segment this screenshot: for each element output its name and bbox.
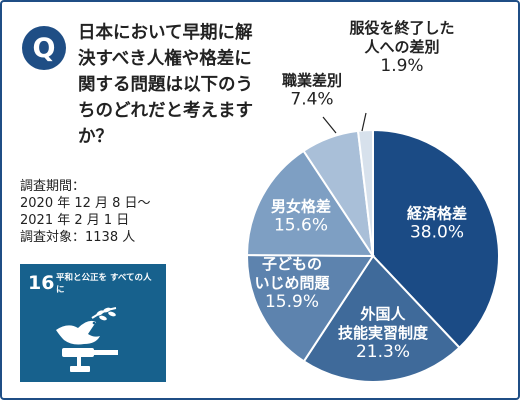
survey-period-start: 2020 年 12 月 8 日〜 bbox=[20, 196, 151, 211]
survey-info: 調査期間： 2020 年 12 月 8 日〜 2021 年 2 月 1 日 調査… bbox=[20, 178, 220, 246]
pie-slice bbox=[302, 254, 461, 383]
slice-value: 7.4% bbox=[290, 90, 333, 110]
slice-value: 15.9% bbox=[265, 292, 319, 312]
slice-value: 38.0% bbox=[410, 223, 464, 243]
slice-label: 職業差別 7.4% bbox=[282, 72, 342, 110]
dove-gavel-icon bbox=[56, 307, 118, 372]
slice-name: いじめ問題 bbox=[254, 274, 330, 292]
slice-name: 外国人 bbox=[359, 305, 406, 323]
sdg16-logo: 16 平和と公正を すべての人に bbox=[20, 264, 166, 382]
survey-period-end: 2021 年 2 月 1 日 bbox=[20, 213, 130, 228]
slice-name: 男女格差 bbox=[271, 198, 331, 216]
slice-label: 子どものいじめ問題 15.9% bbox=[254, 255, 330, 312]
slice-label: 経済格差 38.0% bbox=[407, 205, 467, 243]
slice-value: 15.6% bbox=[274, 216, 328, 236]
survey-target: 調査対象：1138 人 bbox=[20, 230, 136, 245]
slice-name: 技能実習制度 bbox=[338, 324, 429, 342]
question-badge: Q bbox=[22, 26, 66, 70]
slice-value: 21.3% bbox=[356, 342, 410, 362]
slice-value: 1.9% bbox=[380, 56, 423, 76]
sdg-number: 16 bbox=[28, 272, 55, 294]
pie-slice bbox=[245, 149, 375, 258]
slice-name: 人への差別 bbox=[364, 38, 439, 56]
leader-line bbox=[322, 116, 337, 134]
survey-period-label: 調査期間： bbox=[20, 179, 86, 194]
pie-slice bbox=[245, 254, 375, 363]
pie-slice bbox=[372, 128, 500, 350]
slice-name: 服役を終了した bbox=[349, 19, 454, 37]
question-text: 日本において早期に解決すべき人権や格差に関する問題は以下のうちのどれだと考えます… bbox=[78, 23, 253, 147]
slice-name: 経済格差 bbox=[407, 205, 467, 223]
slice-name: 子どもの bbox=[262, 255, 322, 273]
slice-label: 服役を終了した人への差別 1.9% bbox=[349, 19, 454, 76]
slice-name: 職業差別 bbox=[282, 72, 342, 90]
slice-label: 外国人技能実習制度 21.3% bbox=[338, 305, 429, 362]
slice-label: 男女格差 15.6% bbox=[271, 198, 331, 236]
leader-line bbox=[361, 112, 367, 132]
sdg-title: 平和と公正を すべての人に bbox=[56, 273, 152, 295]
pie-slice bbox=[356, 128, 374, 257]
